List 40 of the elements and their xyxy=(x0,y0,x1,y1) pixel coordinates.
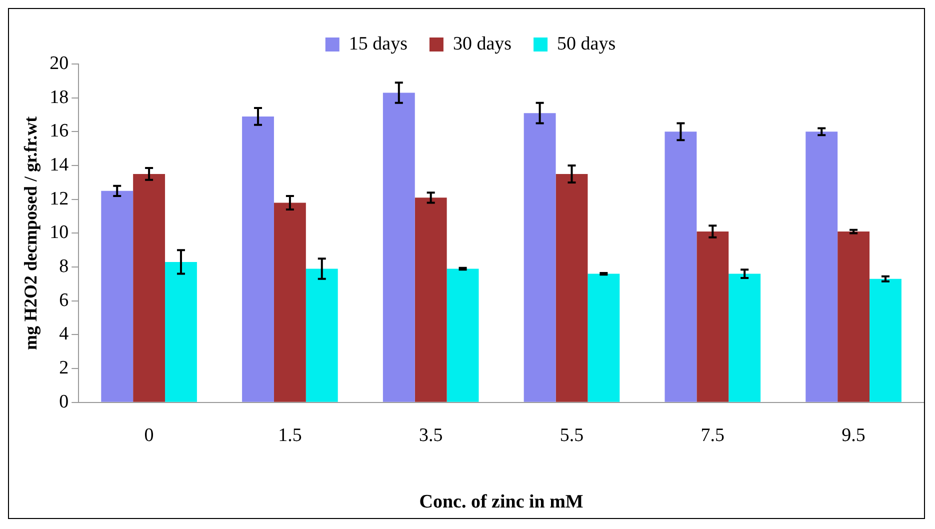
bar xyxy=(446,268,479,402)
y-tick-label: 6 xyxy=(59,290,69,311)
y-tick-label: 20 xyxy=(50,52,69,74)
bar xyxy=(870,278,902,402)
y-tick-label: 12 xyxy=(50,188,69,210)
bar xyxy=(806,132,838,402)
bar xyxy=(838,232,870,402)
bar xyxy=(556,174,588,402)
x-tick-label: 9.5 xyxy=(842,424,866,446)
bar xyxy=(306,268,338,402)
bar xyxy=(414,198,447,402)
legend-label: 50 days xyxy=(557,33,616,54)
bar xyxy=(524,113,556,402)
x-tick-label: 5.5 xyxy=(560,424,584,446)
bar xyxy=(242,116,274,402)
x-tick-label: 1.5 xyxy=(278,424,302,446)
bar xyxy=(165,262,197,402)
x-tick-label: 0 xyxy=(144,424,154,446)
bar xyxy=(133,174,166,402)
x-tick-label: 7.5 xyxy=(700,424,725,446)
y-tick-label: 14 xyxy=(50,154,70,176)
y-tick-label: 4 xyxy=(59,324,70,345)
bar xyxy=(588,274,620,402)
bar xyxy=(274,202,306,402)
y-tick-label: 0 xyxy=(59,391,69,412)
bar xyxy=(696,232,729,402)
y-tick-label: 18 xyxy=(50,86,69,108)
y-tick-label: 16 xyxy=(50,120,69,142)
x-axis-title: Conc. of zinc in mM xyxy=(419,492,584,513)
x-tick-label: 3.5 xyxy=(418,424,443,446)
legend-label: 15 days xyxy=(348,33,408,54)
y-tick-label: 8 xyxy=(59,256,69,278)
legend-label: 30 days xyxy=(452,33,512,54)
bar xyxy=(728,274,761,402)
y-tick-label: 10 xyxy=(50,222,69,244)
bar xyxy=(664,132,697,402)
y-axis-title: mg H2O2 decmposed / gr.fr.wt xyxy=(20,116,40,350)
bar xyxy=(101,190,134,402)
y-tick-label: 2 xyxy=(59,358,69,379)
bar xyxy=(382,92,415,402)
